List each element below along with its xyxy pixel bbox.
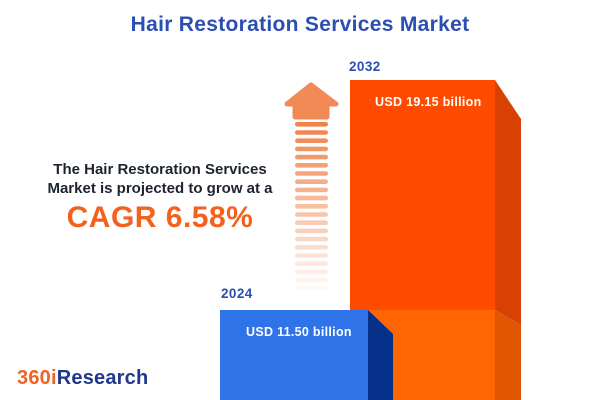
arrow-stripe — [295, 286, 328, 291]
arrow-stripe — [295, 195, 328, 201]
growth-arrow-stripes — [295, 122, 328, 291]
description-line-2: Market is projected to grow at a — [47, 179, 273, 197]
arrow-stripe — [295, 228, 328, 234]
bar-2024-year-label: 2024 — [221, 286, 253, 301]
arrow-stripe — [295, 122, 328, 127]
arrow-stripe — [295, 171, 328, 176]
bar-2024 — [220, 310, 393, 400]
bar-2032-side-bottom — [495, 310, 521, 400]
arrow-stripe — [295, 245, 328, 250]
bar-2032-side-top — [495, 80, 521, 325]
bar-2032-year-label: 2032 — [349, 59, 381, 74]
arrow-stripe — [295, 253, 328, 258]
description-block: The Hair Restoration Services Market is … — [35, 161, 285, 235]
arrow-stripe — [295, 179, 328, 184]
arrow-stripe — [295, 220, 328, 225]
brand-logo-360i: 360i — [17, 367, 57, 389]
arrow-stripe — [295, 261, 328, 266]
bar-2024-value-label: USD 11.50 billion — [246, 325, 352, 339]
arrow-stripe — [295, 146, 328, 152]
arrow-stripe — [295, 269, 328, 275]
arrow-stripe — [295, 236, 328, 242]
cagr-value: CAGR 6.58% — [66, 201, 254, 234]
bar-2024-side — [368, 310, 393, 400]
arrow-stripe — [295, 130, 328, 135]
arrow-stripe — [295, 187, 328, 193]
growth-arrow-icon-outline — [284, 82, 339, 120]
arrow-stripe — [295, 277, 328, 283]
description-line-1: The Hair Restoration Services — [53, 161, 267, 178]
bar-2032-value-label: USD 19.15 billion — [375, 95, 482, 109]
page-title: Hair Restoration Services Market — [130, 13, 470, 36]
arrow-stripe — [295, 154, 328, 160]
arrow-stripe — [295, 212, 328, 217]
arrow-stripe — [295, 138, 328, 143]
brand-logo: 360iResearch — [17, 367, 148, 390]
brand-logo-research: Research — [56, 367, 149, 389]
arrow-stripe — [295, 204, 328, 209]
growth-arrow-icon — [287, 85, 336, 117]
arrow-stripe — [295, 163, 328, 168]
bar-2024-front — [220, 310, 368, 400]
bar-2032-front-top — [350, 80, 495, 310]
